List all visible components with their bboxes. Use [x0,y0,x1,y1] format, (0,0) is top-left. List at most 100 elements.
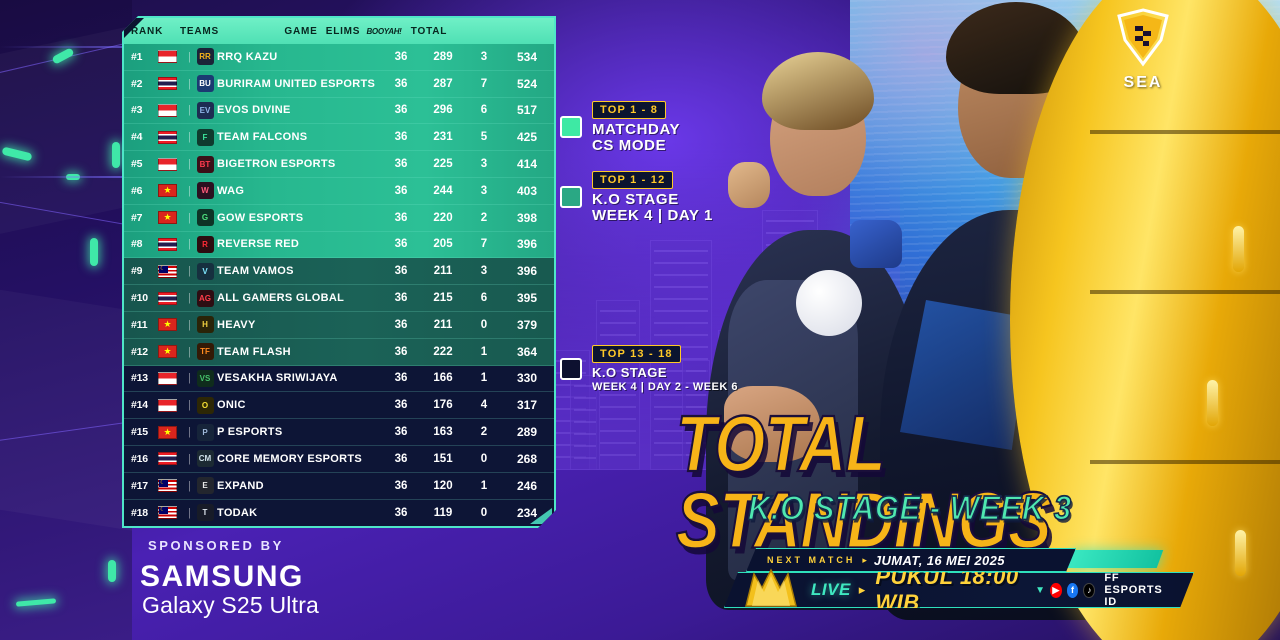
cell-total: 364 [516,344,538,359]
cell-rank: #13 [131,372,148,385]
cell-total: 234 [516,505,538,520]
cell-booyah: 3 [480,184,488,197]
legend-line-2: CS MODE [592,137,667,155]
sea-logo-label: SEA [1123,74,1163,91]
table-row: #14 | O ONIC 36 176 4 317 [124,392,554,419]
cell-team-name: ALL GAMERS GLOBAL [217,292,345,305]
cell-team-name: TEAM VAMOS [217,265,294,278]
cell-flag [158,399,186,412]
flag-icon-id [158,50,177,63]
team-logo-icon: V [197,263,214,280]
flag-icon-vn [158,426,177,439]
cell-elims: 205 [433,238,453,251]
cell-booyah: 1 [480,479,488,492]
cell-booyah: 2 [480,211,488,224]
flag-icon-th [158,131,177,144]
team-logo-icon: F [197,129,214,146]
sponsor-label: SPONSORED BY [148,538,284,553]
legend-item: TOP 1 - 8 MATCHDAY CS MODE [560,100,740,154]
cell-elims: 215 [433,292,453,305]
cell-divider: | [188,345,191,358]
cell-game: 36 [394,399,408,412]
cell-divider: | [188,104,191,117]
cell-divider: | [188,211,191,224]
table-body: #1 | RR RRQ KAZU 36 289 3 534 #2 | BU BURIRAM UNITE… [124,44,554,526]
table-row: #13 | VS VESAKHA SRIWIJAYA 36 166 1 330 [124,366,554,393]
team-logo-icon: G [197,209,214,226]
ffws-emblem-icon [1117,8,1169,67]
flag-icon-my [158,506,177,519]
cell-team-logo: BT [193,156,217,173]
cell-divider: | [188,292,191,305]
cell-team-name: WAG [217,184,245,197]
cell-flag [158,184,186,197]
flag-icon-id [158,104,177,117]
cell-flag [158,426,186,439]
cell-rank: #11 [131,318,148,331]
cell-elims: 176 [433,399,453,412]
legend-tag: TOP 1 - 12 [592,171,674,189]
cell-team-logo: H [193,316,217,333]
cell-rank: #6 [131,184,143,197]
cell-team-name: VESAKHA SRIWIJAYA [217,372,338,385]
cell-divider: | [188,50,191,63]
cell-divider: | [188,131,191,144]
cell-rank: #8 [131,238,143,251]
legend-item: TOP 13 - 18 K.O STAGE WEEK 4 | DAY 2 - WEE… [560,344,740,394]
cell-rank: #17 [131,479,148,492]
cell-elims: 287 [433,77,453,90]
page-subtitle: K.O STAGE - WEEK 3 [747,487,1072,528]
cell-game: 36 [394,211,408,224]
legend-line-1: MATCHDAY [592,121,681,138]
cell-total: 317 [516,398,538,413]
cell-team-logo: VS [193,370,217,387]
cell-total: 534 [516,49,538,64]
cell-game: 36 [394,50,408,63]
cell-booyah: 3 [480,265,488,278]
cell-team-logo: BU [193,75,217,92]
cell-game: 36 [394,184,408,197]
cell-booyah: 4 [480,399,488,412]
cell-team-logo: EV [193,102,217,119]
cell-flag [158,265,186,278]
cell-game: 36 [394,345,408,358]
flag-icon-th [158,452,177,465]
cell-divider: | [188,372,191,385]
tiktok-icon[interactable]: ♪ [1083,583,1095,598]
cell-team-name: BIGETRON ESPORTS [217,158,336,171]
flag-icon-vn [158,345,177,358]
cell-game: 36 [394,265,408,278]
cell-team-name: TEAM FLASH [217,345,291,358]
cell-booyah: 1 [480,345,488,358]
cell-rank: #7 [131,211,143,224]
cell-rank: #12 [131,345,148,358]
cell-elims: 120 [433,479,453,492]
social-handle: FF ESPORTS ID [1104,572,1163,608]
legend-color-swatch [560,116,582,139]
next-match-date: JUMAT, 16 MEI 2025 [873,552,1005,568]
youtube-icon[interactable]: ▶ [1050,583,1062,598]
cell-total: 425 [516,130,538,145]
table-header-row: RANK TEAMS GAME ELIMS BOOYAH! TOTAL [124,18,554,44]
cell-divider: | [188,479,191,492]
table-row: #1 | RR RRQ KAZU 36 289 3 534 [124,44,554,71]
team-logo-icon: R [197,236,214,253]
cell-rank: #16 [131,452,148,465]
cell-team-logo: P [193,424,217,441]
legend-color-swatch [560,357,582,380]
cell-team-name: HEAVY [217,318,256,331]
cell-team-logo: R [193,236,217,253]
column-header-elims: ELIMS [325,25,361,37]
facebook-icon[interactable]: f [1067,583,1079,598]
cell-team-name: REVERSE RED [217,238,300,251]
cell-flag [158,131,186,144]
cell-game: 36 [394,238,408,251]
team-logo-icon: E [197,477,214,494]
legend-line-1: K.O STAGE [592,365,668,380]
cell-team-name: TODAK [217,506,258,519]
cell-elims: 225 [433,158,453,171]
cell-divider: | [188,238,191,251]
